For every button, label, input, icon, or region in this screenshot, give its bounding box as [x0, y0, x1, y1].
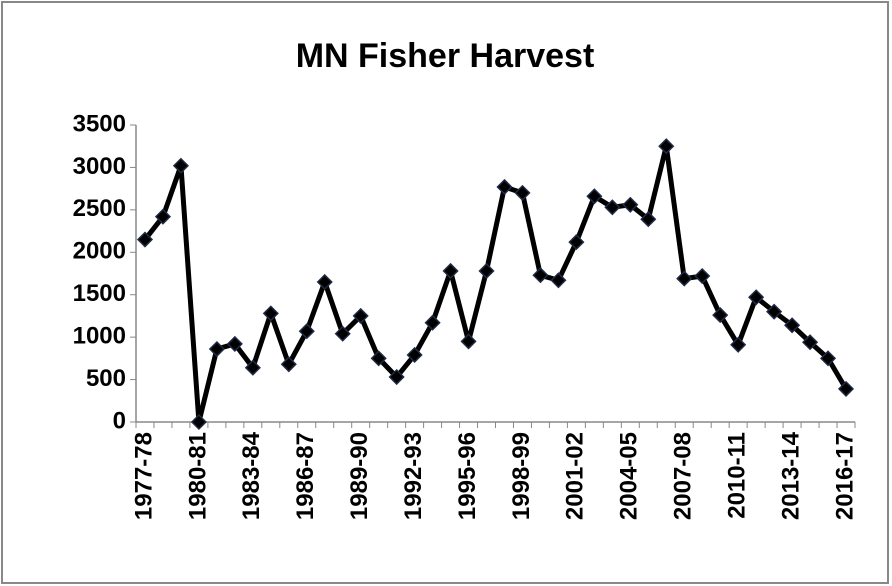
- data-point: [496, 178, 513, 196]
- data-point: [730, 336, 747, 353]
- data-point: [352, 307, 369, 324]
- x-tick-label: 1992-93: [400, 432, 427, 520]
- x-tick-label: 2016-17: [831, 432, 858, 520]
- data-point: [316, 273, 333, 291]
- data-point: [154, 208, 172, 225]
- x-tick-label: 1998-99: [508, 432, 535, 520]
- data-point: [442, 262, 459, 280]
- data-point: [658, 138, 675, 155]
- data-point: [136, 231, 154, 248]
- data-point: [568, 234, 585, 251]
- y-tick-label: 1000: [73, 322, 126, 349]
- y-tick-label: 0: [113, 407, 126, 434]
- x-tick-label: 1986-87: [292, 432, 319, 520]
- data-point: [190, 413, 207, 431]
- y-tick-label: 2000: [73, 238, 126, 265]
- data-point: [640, 211, 657, 228]
- data-point: [478, 262, 495, 280]
- data-point: [748, 289, 765, 306]
- data-point: [514, 184, 531, 201]
- data-point: [388, 368, 405, 386]
- data-point: [676, 270, 693, 287]
- x-tick-label: 2004-05: [616, 432, 643, 520]
- chart-title: MN Fisher Harvest: [296, 37, 595, 75]
- data-point: [334, 325, 351, 342]
- data-point: [172, 157, 189, 174]
- data-point: [406, 346, 423, 364]
- data-point: [694, 267, 711, 285]
- data-point: [802, 334, 819, 351]
- data-point: [244, 359, 261, 376]
- data-point: [298, 323, 315, 340]
- data-point: [837, 380, 855, 397]
- data-point: [424, 314, 441, 331]
- y-tick-label: 3500: [73, 110, 126, 137]
- x-tick-label: 1989-90: [346, 432, 373, 520]
- data-point: [622, 196, 639, 213]
- x-tick-label: 1983-84: [238, 431, 265, 520]
- data-point: [532, 267, 549, 284]
- x-tick-label: 2010-11: [724, 432, 751, 519]
- y-tick-label: 1500: [73, 280, 126, 307]
- y-tick-label: 500: [86, 365, 126, 392]
- y-tick-label: 3000: [73, 153, 126, 180]
- data-point: [712, 307, 729, 324]
- series-line: [143, 143, 849, 425]
- data-point: [226, 335, 243, 352]
- data-point: [460, 333, 477, 350]
- data-point: [784, 317, 801, 334]
- data-point: [208, 340, 225, 358]
- data-point: [586, 188, 603, 205]
- x-tick-label: 1977-78: [130, 432, 157, 520]
- data-point: [280, 356, 297, 373]
- data-point: [766, 303, 783, 320]
- x-tick-label: 1980-81: [184, 432, 211, 520]
- y-tick-label: 2500: [73, 195, 126, 222]
- x-tick-label: 2001-02: [562, 432, 589, 520]
- data-point: [604, 199, 621, 216]
- data-point: [370, 350, 387, 367]
- x-tick-label: 2007-08: [670, 432, 697, 520]
- data-point: [262, 305, 279, 322]
- x-tick-label: 2013-14: [777, 431, 804, 520]
- data-point: [550, 272, 567, 289]
- x-tick-label: 1995-96: [454, 432, 481, 520]
- data-point: [819, 350, 837, 367]
